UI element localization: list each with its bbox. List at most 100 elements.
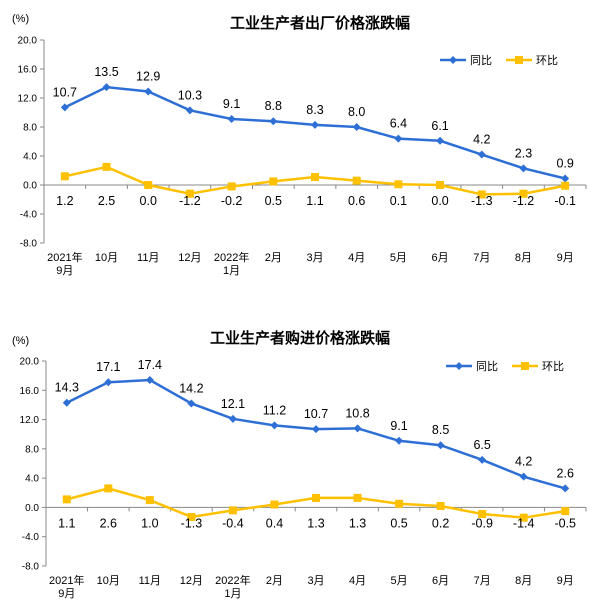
chart-title: 工业生产者出厂价格涨跌幅 (230, 14, 410, 32)
y-tick-label: 16.0 (20, 386, 40, 397)
data-label-yoy: 8.5 (432, 423, 449, 437)
y-tick-label: 20.0 (18, 36, 38, 47)
data-point-mom (185, 189, 194, 198)
data-point-yoy (311, 120, 319, 129)
data-point-yoy (477, 150, 486, 159)
legend-marker-yoy (455, 362, 463, 370)
y-tick-label: 0.0 (23, 181, 37, 192)
x-tick-label: 2021年 (47, 250, 82, 264)
data-label-mom: 1.2 (56, 194, 73, 208)
data-point-mom (187, 512, 196, 521)
series-line-mom (66, 487, 566, 519)
data-point-mom (394, 180, 403, 189)
data-label-yoy: 6.5 (473, 438, 490, 452)
x-tick-label: 7月 (473, 252, 490, 264)
data-label-mom: 0.0 (431, 194, 448, 208)
x-tick-label: 9月 (557, 252, 574, 264)
data-label-yoy: 17.1 (96, 360, 120, 374)
y-tick-label: -8.0 (20, 239, 38, 250)
data-point-yoy (228, 414, 237, 423)
data-point-mom (144, 181, 153, 189)
data-point-yoy (60, 103, 69, 112)
x-tick-label: 2022年 (215, 573, 250, 587)
y-tick-label: -4.0 (22, 532, 40, 543)
data-label-mom: -1.3 (181, 516, 203, 530)
data-label-mom: 0.4 (266, 516, 283, 530)
data-label-mom: 0.1 (390, 194, 407, 208)
data-point-mom (270, 500, 279, 509)
data-label-mom: -1.2 (179, 194, 201, 208)
data-point-mom (312, 493, 320, 502)
data-point-mom (269, 177, 278, 186)
x-tick-label: 9月 (56, 265, 73, 277)
data-point-mom (477, 190, 486, 199)
y-axis-unit: (%) (12, 13, 29, 25)
data-label-mom: 0.0 (140, 194, 157, 208)
y-tick-label: 4.0 (25, 474, 39, 485)
x-tick-label: 7月 (474, 575, 491, 587)
data-label-yoy: 10.7 (304, 407, 328, 421)
x-tick-label: 2月 (265, 252, 282, 264)
x-tick-label: 10月 (97, 575, 120, 587)
data-label-yoy: 0.9 (556, 156, 573, 170)
data-point-yoy (144, 87, 153, 96)
data-point-yoy (561, 484, 570, 493)
series-line-yoy (66, 378, 566, 490)
data-label-yoy: 14.3 (55, 381, 79, 395)
data-point-mom (519, 513, 528, 522)
x-tick-label: 6月 (432, 252, 449, 264)
x-tick-label: 1月 (224, 588, 241, 600)
data-label-yoy: 8.8 (265, 99, 282, 113)
chart-title: 工业生产者购进价格涨跌幅 (210, 329, 390, 347)
data-point-mom (353, 493, 362, 502)
data-label-mom: -1.3 (471, 194, 493, 208)
data-point-yoy (353, 424, 362, 433)
x-tick-label: 2月 (266, 575, 283, 587)
legend-label: 同比 (470, 54, 492, 67)
data-point-yoy (185, 106, 194, 115)
data-label-yoy: 6.1 (431, 119, 448, 133)
data-label-mom: 1.3 (307, 516, 324, 530)
data-point-yoy (478, 455, 487, 464)
data-point-yoy (561, 174, 570, 183)
data-point-yoy (352, 123, 361, 131)
data-label-mom: 1.1 (306, 194, 323, 208)
data-point-yoy (395, 436, 404, 445)
x-tick-label: 3月 (306, 252, 323, 264)
data-label-yoy: 8.3 (306, 103, 323, 117)
data-point-yoy (270, 421, 279, 430)
legend-label: 环比 (542, 360, 564, 373)
data-point-yoy (519, 472, 528, 481)
data-point-yoy (436, 136, 445, 145)
data-point-mom (227, 182, 236, 191)
data-point-mom (228, 506, 237, 515)
data-point-yoy (62, 398, 71, 407)
data-point-yoy (187, 399, 196, 408)
data-label-mom: 0.5 (265, 194, 282, 208)
data-label-yoy: 4.2 (473, 133, 490, 147)
legend-marker-yoy (449, 56, 457, 64)
y-tick-label: 20.0 (20, 357, 40, 368)
x-tick-label: 3月 (307, 575, 324, 587)
data-point-mom (352, 176, 361, 185)
data-point-mom (519, 189, 528, 198)
x-tick-label: 11月 (139, 575, 161, 587)
legend-marker-mom (521, 362, 529, 370)
data-label-yoy: 17.4 (138, 358, 162, 372)
data-label-yoy: 9.1 (223, 97, 240, 111)
y-tick-label: 12.0 (18, 94, 38, 105)
data-point-mom (311, 173, 319, 182)
data-label-mom: 1.3 (349, 516, 366, 530)
data-label-yoy: 10.8 (345, 406, 369, 420)
data-label-mom: -1.2 (513, 194, 535, 208)
data-point-mom (436, 501, 445, 510)
y-tick-label: 8.0 (25, 444, 39, 455)
data-label-mom: -0.1 (554, 194, 576, 208)
data-label-yoy: 10.3 (178, 88, 202, 102)
y-tick-label: 4.0 (23, 152, 37, 163)
data-label-mom: 0.2 (432, 516, 449, 530)
data-label-yoy: 9.1 (390, 419, 407, 433)
x-tick-label: 5月 (390, 252, 407, 264)
y-tick-label: 16.0 (18, 65, 38, 76)
data-label-mom: 0.5 (390, 516, 407, 530)
